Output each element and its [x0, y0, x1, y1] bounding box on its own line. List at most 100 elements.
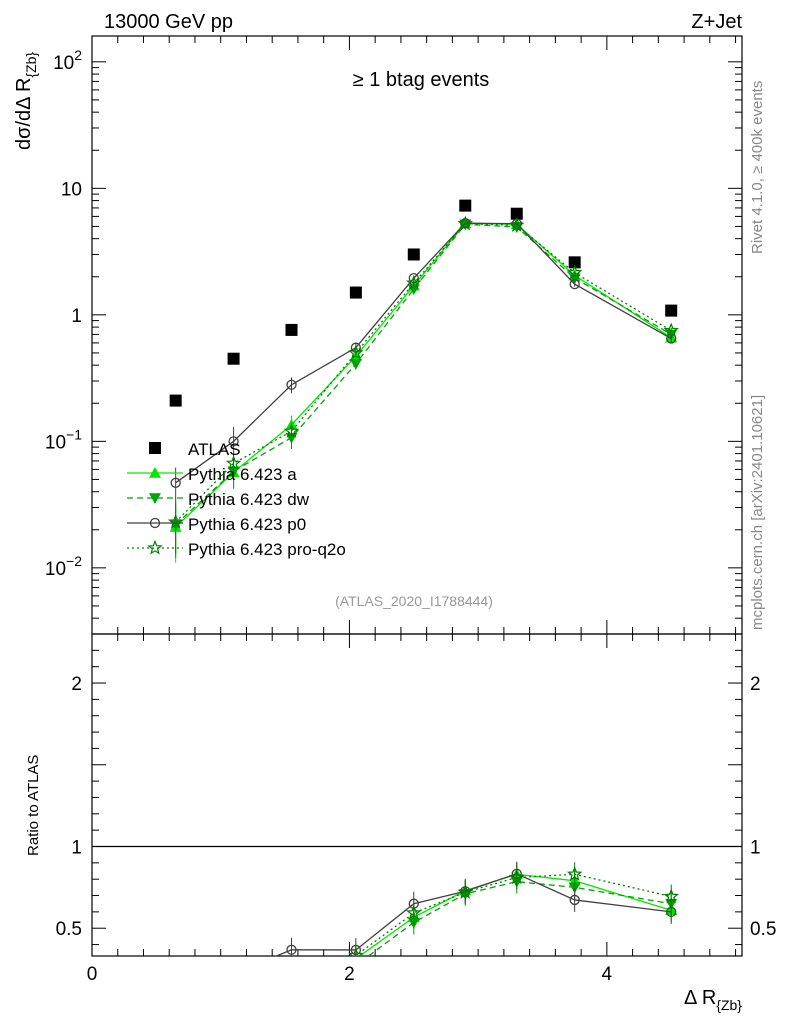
ratio-tick-label-left: 1 [71, 837, 82, 858]
axis-ticks [91, 36, 742, 956]
data-point [171, 969, 180, 978]
data-point [149, 493, 161, 504]
legend: ATLAS Pythia 6.423 a Pythia 6.423 dw Pythia… [127, 440, 346, 559]
data-point [169, 394, 182, 407]
y-tick-label-base: 10 [45, 432, 66, 453]
y-tick-label: 10−1 [45, 426, 82, 453]
data-point [349, 359, 362, 370]
legend-label: Pythia 6.423 dw [188, 490, 310, 509]
data-point [170, 988, 182, 999]
x-tick-label: 2 [344, 964, 355, 985]
y-tick-label-base: 10 [53, 53, 74, 74]
legend-label: Pythia 6.423 pro-q2o [188, 540, 346, 559]
data-point [457, 215, 474, 231]
data-point [286, 379, 297, 390]
series-line [175, 223, 672, 526]
y-tick-label-exp: 2 [74, 47, 82, 63]
data-point [169, 985, 181, 997]
data-point [407, 248, 420, 261]
legend-item: Pythia 6.423 pro-q2o [127, 539, 346, 559]
x-axis-label: Δ R{Zb} [684, 987, 742, 1013]
legend-item: Pythia 6.423 a [127, 465, 297, 484]
side-label-mcplots: mcplots.cern.ch [arXiv:2401.10621] [749, 395, 766, 630]
data-point [508, 217, 525, 232]
ratio-tick-label-left: 0.5 [56, 919, 82, 940]
legend-item: Pythia 6.423 dw [127, 490, 310, 509]
data-point [286, 982, 298, 993]
analysis-watermark: (ATLAS_2020_I1788444) [335, 593, 493, 609]
ratio-series-pythia-6-423-pro-q2o [169, 862, 679, 997]
data-point [459, 199, 472, 212]
data-point [170, 477, 181, 488]
x-tick-label: 0 [87, 964, 98, 985]
data-point [286, 944, 297, 955]
data-point [228, 983, 240, 994]
data-point [566, 264, 583, 280]
ratio-series-line [358, 873, 672, 956]
data-point [568, 256, 581, 269]
data-point [286, 975, 298, 986]
series-pythia-6-423-a [169, 217, 678, 563]
y-tick-label-exp: −1 [66, 426, 82, 442]
y-tick-label: 10 [61, 179, 82, 200]
legend-item: ATLAS [149, 440, 241, 459]
data-point [459, 219, 472, 231]
data-point [225, 455, 242, 470]
side-label-rivet: Rivet 4.1.0, ≥ 400k events [749, 81, 766, 254]
data-point [663, 322, 679, 338]
legend-label: Pythia 6.423 a [188, 465, 297, 484]
data-point [508, 869, 525, 885]
data-point [348, 344, 364, 360]
series-atlas [169, 199, 678, 407]
main-plot-series [167, 199, 679, 563]
y-axis-label-sub: {Zb} [23, 52, 39, 78]
data-point [457, 884, 474, 899]
data-point [566, 866, 583, 881]
header-right-label: Z+Jet [691, 11, 742, 33]
data-point [663, 888, 679, 904]
x-tick-label: 4 [602, 964, 613, 985]
data-point [285, 978, 297, 990]
ratio-plot-frame [91, 633, 743, 957]
ratio-series-line [353, 873, 672, 956]
data-point [569, 894, 580, 906]
series-pythia-6-423-pro-q2o [167, 215, 679, 554]
data-point [406, 275, 422, 290]
data-point [569, 278, 580, 290]
y-tick-label-exp: −2 [66, 553, 82, 569]
ratio-tick-label-left: 2 [71, 674, 82, 695]
series-line [175, 222, 672, 484]
y-tick-label-base: 10 [45, 559, 66, 580]
y-tick-label-base: 1 [71, 306, 82, 327]
data-point [149, 442, 161, 454]
data-point [227, 352, 240, 365]
data-point [283, 423, 300, 438]
ratio-tick-label-right: 0.5 [750, 919, 776, 940]
legend-item: Pythia 6.423 p0 [127, 515, 306, 534]
legend-label: ATLAS [188, 440, 241, 459]
y-tick-label: 1 [71, 306, 82, 327]
y-axis-label-main: dσ/dΔ R [13, 78, 35, 150]
data-point [665, 304, 678, 317]
data-point [406, 904, 422, 920]
data-point [510, 207, 523, 220]
ratio-plot-series [169, 861, 679, 999]
chart-title: ≥ 1 btag events [353, 69, 490, 91]
y-tick-label: 10−2 [45, 553, 82, 580]
data-point [147, 539, 163, 555]
ratio-series-line [367, 880, 672, 956]
data-point [228, 984, 240, 995]
data-point [348, 947, 364, 956]
ratio-series-line [274, 873, 672, 956]
ratio-tick-label-right: 1 [750, 837, 761, 858]
ratio-tick-label-right: 2 [750, 674, 761, 695]
y-tick-label-base: 10 [61, 179, 82, 200]
x-axis-label-main: Δ R [684, 987, 716, 1009]
data-point [227, 979, 239, 991]
ratio-y-axis-label: Ratio to ATLAS [25, 755, 42, 856]
data-point [149, 467, 161, 478]
data-point [285, 323, 298, 336]
y-tick-label: 102 [53, 47, 82, 74]
